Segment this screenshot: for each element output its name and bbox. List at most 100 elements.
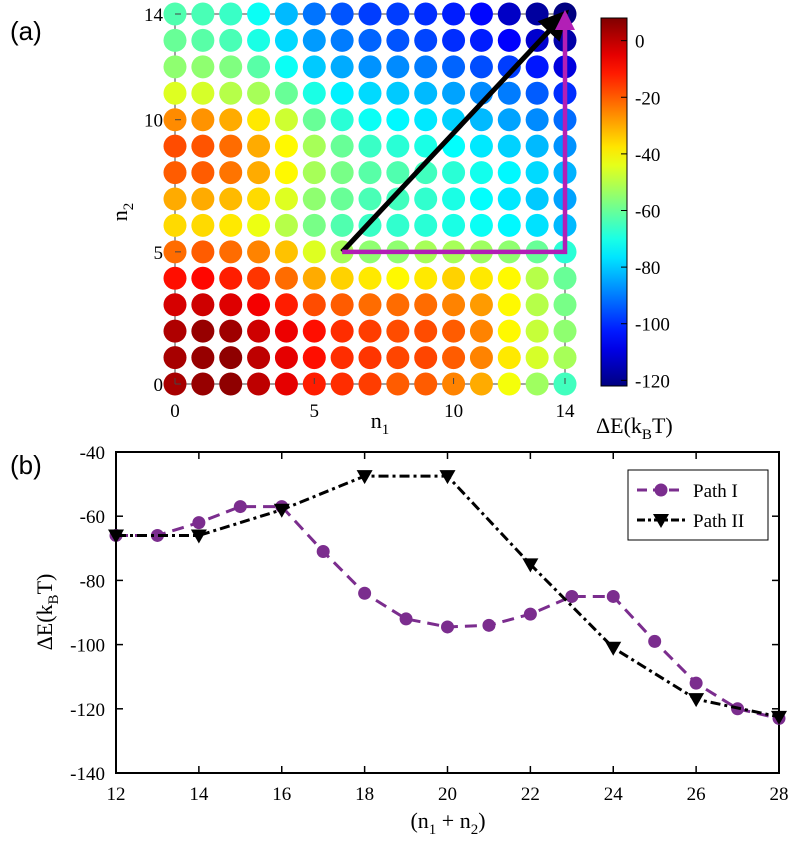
- heatmap-dot: [330, 266, 354, 290]
- heatmap-dot: [553, 266, 577, 290]
- heatmap-dot: [386, 108, 410, 132]
- heatmap-dot: [497, 293, 521, 317]
- heatmap-dot: [191, 346, 215, 370]
- series-path-i-point: [316, 545, 330, 559]
- heatmap-dot: [442, 346, 466, 370]
- heatmap-dot: [358, 293, 382, 317]
- heatmap-dot: [330, 134, 354, 158]
- heatmap-dot: [163, 293, 187, 317]
- series-path-i-point: [523, 607, 537, 621]
- heatmap-dot: [386, 134, 410, 158]
- heatmap-x-tick-label: 0: [170, 401, 180, 422]
- heatmap-dot: [302, 108, 326, 132]
- heatmap-dot: [442, 28, 466, 52]
- heatmap-dot: [358, 134, 382, 158]
- heatmap-dot: [219, 346, 243, 370]
- heatmap-dot: [358, 2, 382, 26]
- heatmap-dot: [302, 240, 326, 264]
- heatmap-dot: [386, 319, 410, 343]
- heatmap-dot: [191, 55, 215, 79]
- heatmap-dot: [469, 372, 493, 396]
- heatmap-dot: [302, 319, 326, 343]
- heatmap-dot: [330, 55, 354, 79]
- heatmap-dot: [219, 108, 243, 132]
- heatmap-dot: [497, 187, 521, 211]
- heatmap-dot: [330, 161, 354, 185]
- heatmap-dot: [525, 161, 549, 185]
- heatmap-dot: [302, 134, 326, 158]
- heatmap-dot: [469, 346, 493, 370]
- series-path-ii-point: [771, 710, 787, 725]
- colorbar-tick-label: -120: [635, 371, 670, 392]
- legend-label-2: Path II: [693, 511, 744, 532]
- series-path-ii-point: [688, 693, 705, 708]
- series-path-i-point: [233, 500, 247, 514]
- line-plot-y-label: ΔE(kBT): [32, 574, 62, 651]
- heatmap-dot: [163, 213, 187, 237]
- heatmap-dot: [525, 55, 549, 79]
- heatmap-dot: [247, 55, 271, 79]
- heatmap-dot: [219, 161, 243, 185]
- heatmap-dot: [191, 372, 215, 396]
- line-plot-y-tick-label: -60: [80, 507, 105, 528]
- line-plot-y-tick-label: -100: [70, 636, 105, 657]
- heatmap-dot: [414, 81, 438, 105]
- heatmap-dot: [386, 266, 410, 290]
- heatmap-dot: [274, 372, 298, 396]
- heatmap-dot: [442, 81, 466, 105]
- heatmap-dot: [302, 187, 326, 211]
- heatmap-dot: [274, 266, 298, 290]
- heatmap-dot: [553, 293, 577, 317]
- line-plot-y-tick-label: -120: [70, 700, 105, 721]
- heatmap-dot: [163, 319, 187, 343]
- line-plot-x-label: (n1 + n2): [410, 808, 485, 838]
- line-plot-y-tick-label: -40: [80, 443, 105, 464]
- heatmap-dot: [247, 134, 271, 158]
- heatmap-dot: [386, 2, 410, 26]
- series-path-ii-point: [605, 641, 622, 656]
- heatmap-dot: [330, 187, 354, 211]
- line-plot-series: [108, 470, 787, 725]
- heatmap-dot: [219, 319, 243, 343]
- panel-b-label: (b): [10, 450, 42, 480]
- heatmap-dot: [442, 293, 466, 317]
- heatmap-dots: [163, 2, 577, 396]
- heatmap-dot: [330, 293, 354, 317]
- colorbar-tick-label: -40: [635, 145, 660, 166]
- colorbar: 0 -20 -40 -60 -80 -100 -120 ΔE(kBT): [596, 17, 673, 443]
- heatmap-dot: [219, 372, 243, 396]
- heatmap-dot: [302, 55, 326, 79]
- heatmap-dot: [414, 293, 438, 317]
- heatmap-dot: [163, 28, 187, 52]
- heatmap-dot: [247, 28, 271, 52]
- heatmap-dot: [469, 134, 493, 158]
- heatmap-dot: [191, 108, 215, 132]
- line-plot-x-tick-label: 28: [770, 784, 789, 805]
- heatmap-dot: [330, 372, 354, 396]
- legend: Path I Path II: [627, 469, 769, 541]
- heatmap-dot: [191, 134, 215, 158]
- heatmap-dot: [386, 213, 410, 237]
- heatmap-dot: [191, 81, 215, 105]
- heatmap-dot: [219, 55, 243, 79]
- heatmap-dot: [469, 108, 493, 132]
- heatmap-dot: [469, 293, 493, 317]
- heatmap-dot: [386, 372, 410, 396]
- heatmap-dot: [414, 213, 438, 237]
- legend-marker-2: [653, 514, 669, 528]
- heatmap-dot: [247, 161, 271, 185]
- heatmap-dot: [274, 346, 298, 370]
- heatmap-dot: [247, 240, 271, 264]
- heatmap-dot: [302, 266, 326, 290]
- heatmap-dot: [497, 108, 521, 132]
- heatmap-dot: [302, 213, 326, 237]
- heatmap-dot: [553, 346, 577, 370]
- heatmap-dot: [247, 2, 271, 26]
- heatmap-dot: [442, 2, 466, 26]
- heatmap-dot: [330, 213, 354, 237]
- legend-box: [627, 469, 769, 541]
- heatmap-dot: [219, 266, 243, 290]
- heatmap-dot: [163, 346, 187, 370]
- heatmap-dot: [497, 2, 521, 26]
- heatmap-dot: [163, 187, 187, 211]
